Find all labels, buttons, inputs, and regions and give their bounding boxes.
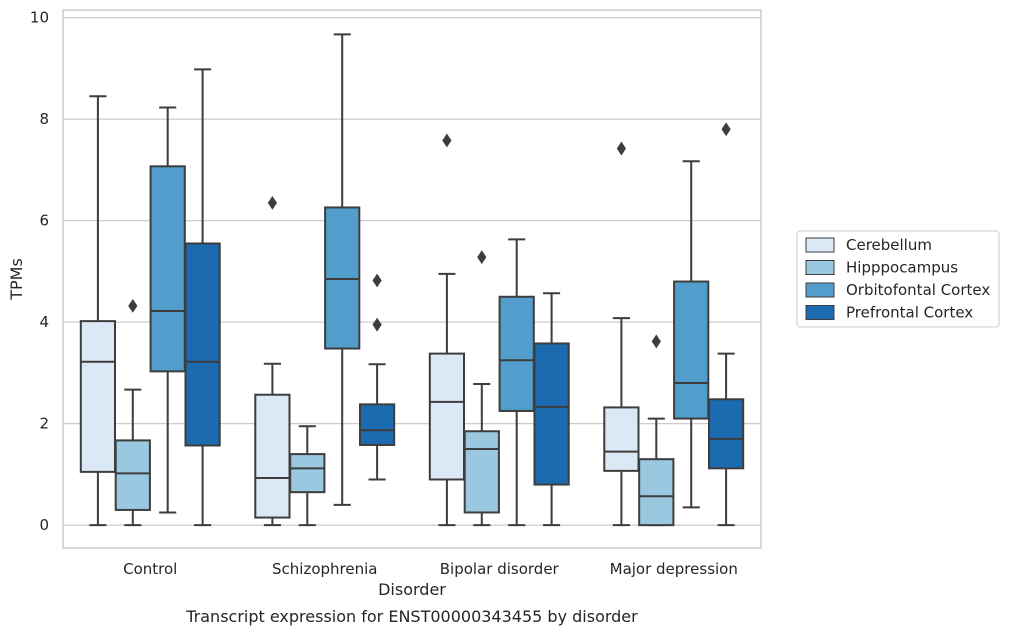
box-body bbox=[707, 398, 745, 470]
box-body bbox=[358, 403, 396, 446]
legend-label: Hipppocampus bbox=[846, 259, 958, 277]
box-3-1 bbox=[149, 106, 186, 514]
box-body bbox=[498, 295, 535, 412]
box-body bbox=[149, 165, 186, 373]
outlier-point bbox=[651, 334, 661, 349]
box-body bbox=[79, 320, 117, 473]
outlier-point bbox=[267, 195, 278, 210]
outlier-point bbox=[372, 317, 382, 332]
outlier-point bbox=[372, 273, 382, 288]
legend-label: Prefrontal Cortex bbox=[846, 304, 973, 322]
box-3-4 bbox=[673, 160, 710, 509]
y-tick-label: 2 bbox=[39, 415, 49, 433]
box-1-4 bbox=[603, 141, 640, 527]
outlier-point bbox=[442, 133, 452, 148]
chart-caption: Transcript expression for ENST0000034345… bbox=[185, 607, 638, 626]
legend-swatch bbox=[805, 282, 835, 298]
outlier-point bbox=[477, 250, 487, 265]
box-body bbox=[184, 242, 221, 447]
outlier-point bbox=[616, 141, 627, 156]
y-tick-label: 6 bbox=[39, 212, 49, 230]
box-body bbox=[533, 342, 570, 486]
box-body bbox=[428, 352, 466, 481]
box-body bbox=[638, 458, 675, 527]
x-tick-label: Control bbox=[123, 560, 177, 578]
box-body bbox=[463, 430, 500, 514]
box-series bbox=[79, 33, 745, 527]
box-4-4 bbox=[707, 122, 745, 527]
box-body bbox=[673, 280, 710, 420]
outlier-point bbox=[721, 122, 731, 137]
outlier-point bbox=[128, 298, 138, 313]
plot-frame bbox=[62, 9, 762, 549]
x-tick-label: Bipolar disorder bbox=[440, 560, 560, 578]
y-tick-label: 4 bbox=[39, 313, 49, 331]
y-axis-title: TPMs bbox=[7, 258, 26, 301]
y-tick-label: 8 bbox=[39, 110, 49, 128]
x-axis-title: Disorder bbox=[378, 580, 446, 599]
box-body bbox=[289, 453, 326, 494]
x-tick-labels: Control Schizophrenia Bipolar disorder Majo… bbox=[123, 560, 738, 578]
box-2-3 bbox=[463, 250, 500, 527]
x-tick-label: Schizophrenia bbox=[272, 560, 377, 578]
legend-frame bbox=[796, 230, 1000, 328]
box-4-2 bbox=[358, 273, 396, 481]
legend-label: Cerebellum bbox=[846, 236, 932, 254]
y-tick-label: 10 bbox=[30, 9, 49, 27]
box-2-1 bbox=[114, 298, 151, 527]
box-4-1 bbox=[184, 68, 221, 527]
legend-swatch bbox=[805, 237, 835, 253]
y-tick-label: 0 bbox=[39, 516, 49, 534]
box-body bbox=[603, 406, 640, 472]
legend: Cerebellum Hipppocampus Orbitofontal Corte… bbox=[796, 230, 1000, 328]
box-4-3 bbox=[533, 292, 570, 527]
box-1-1 bbox=[79, 95, 117, 527]
box-2-4 bbox=[638, 334, 675, 527]
legend-swatch bbox=[805, 260, 835, 275]
box-body bbox=[324, 206, 361, 350]
legend-swatch bbox=[805, 305, 835, 320]
x-tick-label: Major depression bbox=[610, 560, 738, 578]
box-body bbox=[114, 439, 151, 511]
box-3-2 bbox=[324, 33, 361, 506]
box-1-3 bbox=[428, 133, 466, 527]
box-body bbox=[254, 393, 291, 519]
box-1-2 bbox=[254, 195, 291, 527]
box-2-2 bbox=[289, 425, 326, 527]
y-tick-labels: 0 2 4 6 8 10 bbox=[30, 9, 49, 535]
legend-label: Orbitofontal Cortex bbox=[846, 281, 990, 299]
box-3-3 bbox=[498, 238, 535, 527]
